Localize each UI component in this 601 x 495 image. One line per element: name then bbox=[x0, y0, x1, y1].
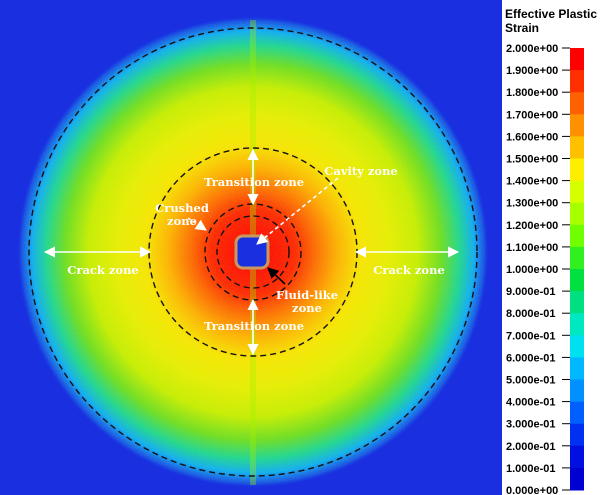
colorbar-swatch bbox=[570, 202, 584, 226]
colorbar-tick-label: 0.000e+00 bbox=[506, 485, 558, 495]
colorbar-tick-label: 1.000e-01 bbox=[506, 463, 556, 475]
colorbar-swatch bbox=[570, 423, 584, 447]
colorbar-tick-label: 1.100e+00 bbox=[506, 242, 558, 254]
annotation-arrows bbox=[43, 148, 460, 356]
colorbar-tick-label: 1.900e+00 bbox=[506, 65, 558, 77]
colorbar-tick-label: 3.000e-01 bbox=[506, 419, 556, 431]
colorbar-swatch bbox=[570, 158, 584, 182]
label-transition-top: Transition zone bbox=[204, 175, 304, 189]
colorbar-tick-label: 2.000e-01 bbox=[506, 441, 556, 453]
colorbar-tick-label: 7.000e-01 bbox=[506, 330, 556, 342]
arrow-crushed bbox=[187, 217, 207, 231]
colorbar-swatches bbox=[570, 48, 584, 491]
colorbar-tick-label: 6.000e-01 bbox=[506, 352, 556, 364]
colorbar-tick-label: 2.000e+00 bbox=[506, 43, 558, 55]
colorbar-tick-label: 1.700e+00 bbox=[506, 109, 558, 121]
label-fluid-line1: Fluid-like bbox=[276, 288, 338, 302]
colorbar-swatch bbox=[570, 335, 584, 358]
legend-title-line1: Effective Plastic bbox=[505, 7, 597, 21]
colorbar-swatch bbox=[570, 246, 584, 270]
label-crushed-line1: Crushed bbox=[155, 201, 209, 215]
colorbar-swatch bbox=[570, 269, 584, 292]
colorbar-swatch bbox=[570, 136, 584, 159]
colorbar-tick-label: 1.600e+00 bbox=[506, 131, 558, 143]
colorbar-tick-label: 5.000e-01 bbox=[506, 375, 556, 387]
boundary-crack bbox=[28, 27, 478, 477]
colorbar-tick-label: 8.000e-01 bbox=[506, 308, 556, 320]
colorbar-swatch bbox=[570, 357, 584, 380]
colorbar-tick-label: 4.000e-01 bbox=[506, 397, 556, 409]
colorbar-tick-label: 9.000e-01 bbox=[506, 286, 556, 298]
colorbar-swatch bbox=[570, 291, 584, 314]
label-cavity: Cavity zone bbox=[324, 164, 398, 178]
colorbar-swatch bbox=[570, 379, 584, 403]
colorbar-swatch bbox=[570, 92, 584, 115]
colorbar-tick-label: 1.300e+00 bbox=[506, 198, 558, 210]
label-crack-right: Crack zone bbox=[373, 263, 445, 277]
legend-title-line2: Strain bbox=[505, 21, 539, 35]
colorbar-tick-label: 1.200e+00 bbox=[506, 220, 558, 232]
label-crushed-line2: zone bbox=[167, 214, 197, 228]
colorbar-legend: Effective Plastic Strain 2.000e+00 1.900e… bbox=[505, 7, 597, 495]
cavity-square bbox=[234, 234, 270, 270]
colorbar-swatch bbox=[570, 445, 584, 469]
colorbar-swatch bbox=[570, 180, 584, 204]
colorbar-swatch bbox=[570, 70, 584, 93]
colorbar-swatch bbox=[570, 467, 584, 491]
label-fluid-line2: zone bbox=[292, 301, 322, 315]
colorbar-swatch bbox=[570, 224, 584, 248]
arrow-cavity bbox=[256, 177, 339, 245]
colorbar-swatch bbox=[570, 114, 584, 137]
label-crack-left: Crack zone bbox=[67, 263, 139, 277]
colorbar-swatch bbox=[570, 313, 584, 336]
colorbar-tick-labels: 2.000e+00 1.900e+00 1.800e+00 1.700e+00 1.60… bbox=[506, 43, 570, 495]
colorbar-tick-label: 1.400e+00 bbox=[506, 176, 558, 188]
arrow-fluid-like bbox=[267, 267, 286, 285]
colorbar-swatch bbox=[570, 48, 584, 71]
boundary-fluid-like bbox=[216, 215, 290, 289]
label-transition-bottom: Transition zone bbox=[204, 319, 304, 333]
colorbar-tick-label: 1.000e+00 bbox=[506, 264, 558, 276]
colorbar-tick-label: 1.500e+00 bbox=[506, 154, 558, 166]
colorbar-tick-label: 1.800e+00 bbox=[506, 87, 558, 99]
colorbar-swatch bbox=[570, 401, 584, 425]
